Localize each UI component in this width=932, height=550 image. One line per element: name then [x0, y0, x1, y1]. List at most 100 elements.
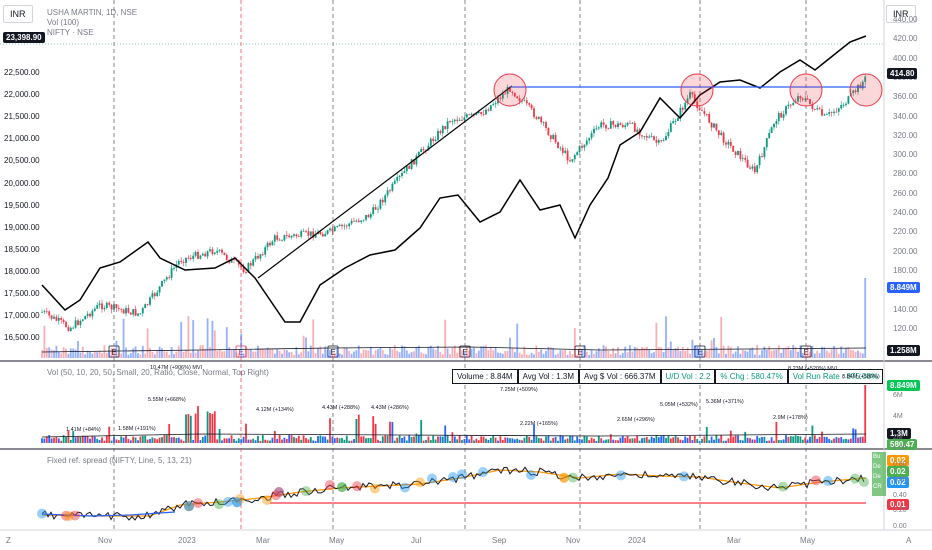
candle-body [557, 142, 559, 148]
volume-bar [259, 349, 262, 358]
candle-body [134, 309, 137, 316]
candle-body [588, 138, 591, 141]
volume-pane-bar [235, 440, 238, 443]
volume-pane-bar [465, 435, 468, 443]
candle-body [725, 142, 727, 145]
candle-body [511, 91, 514, 93]
candle-body [480, 111, 483, 115]
volume-pane-bar [847, 439, 850, 443]
candle-body [333, 226, 336, 232]
volume-bar [249, 349, 252, 358]
volume-bar [192, 320, 195, 358]
currency-selector-left[interactable]: INR [3, 5, 33, 23]
spread-dot [274, 487, 284, 498]
spread-dot [616, 470, 626, 481]
candle-body [739, 150, 742, 159]
volume-bar [825, 350, 828, 358]
volume-bar [537, 351, 540, 358]
volume-bar [665, 316, 667, 358]
volume-pane-bar [818, 436, 821, 443]
candle-body [828, 112, 831, 115]
candle-body [173, 268, 175, 269]
volume-pane-average [41, 433, 867, 438]
candle-body [405, 166, 408, 172]
spread-dot [478, 466, 488, 477]
volume-bar [792, 345, 795, 358]
volume-pane-bar [374, 423, 377, 443]
volume-bar [689, 353, 691, 358]
volume-bar [545, 351, 547, 358]
volume-bar [458, 346, 461, 358]
volume-bar [206, 318, 209, 358]
volume-pane-bar [108, 426, 111, 443]
volume-bar [117, 353, 120, 358]
candle-body [314, 234, 317, 238]
volume-pane-bar [129, 440, 132, 443]
volume-pane-bar [379, 440, 382, 443]
candle-body [115, 304, 118, 309]
volume-pane-bar [477, 440, 480, 443]
volume-bar [247, 349, 250, 358]
candle-body [374, 207, 377, 210]
volume-bar [492, 350, 495, 358]
candle-body [67, 327, 70, 331]
volume-pane-bar [283, 437, 286, 443]
volume-pane-bar [753, 439, 756, 443]
volume-pane-bar [489, 437, 492, 443]
volume-legend[interactable]: Vol (100) [47, 18, 80, 27]
volume-bar [463, 352, 466, 358]
timezone-button[interactable]: Z [6, 536, 11, 545]
spread-indicator-legend[interactable]: Fixed ref. spread (NIFTY, Line, 5, 13, 2… [47, 456, 192, 465]
volume-bar [72, 348, 75, 358]
volume-bar [823, 347, 826, 358]
candle-body [192, 255, 195, 259]
volume-bar [818, 353, 821, 358]
currency-selector-right[interactable]: INR [886, 5, 916, 23]
volume-pane-bar [797, 436, 799, 443]
compare-legend[interactable]: NIFTY · NSE [47, 28, 94, 37]
spread-dot [859, 476, 869, 487]
volume-bar [343, 347, 346, 358]
symbol-legend[interactable]: USHA MARTIN, 1D, NSE [47, 8, 138, 17]
volume-bar [461, 350, 463, 358]
candle-body [713, 123, 715, 128]
volume-pane-bar [401, 438, 403, 443]
volume-bar [201, 345, 204, 358]
volume-pane-bar [343, 439, 346, 443]
candle-body [300, 231, 303, 237]
auto-scale-button[interactable]: A [906, 536, 912, 545]
volume-bar [578, 347, 581, 358]
time-axis-label: Mar [727, 536, 741, 545]
volume-bar [389, 347, 391, 358]
volume-bar [228, 347, 231, 358]
volume-bar [331, 352, 334, 358]
volume-pane-bar [665, 437, 667, 443]
volume-bar [50, 349, 53, 358]
volume-annotation: 8.84M (+580%) [842, 374, 880, 380]
candle-body [581, 145, 583, 148]
volume-pane-bar [501, 439, 504, 443]
volume-pane-bar [679, 439, 682, 443]
volume-pane-bar [199, 440, 202, 443]
candle-body [120, 308, 123, 310]
volume-bar [312, 319, 315, 358]
volume-bar [427, 347, 430, 358]
right-axis-tick: 140.00 [893, 304, 918, 314]
volume-bar [451, 347, 454, 358]
volume-pane-bar [825, 436, 828, 443]
vol-indicator-legend[interactable]: Vol (50, 10, 20, 50, Small, 20, Ratio, C… [47, 368, 269, 377]
volume-bar [74, 349, 77, 358]
volume-pane-bar [542, 440, 545, 443]
volume-pane-bar [177, 437, 180, 443]
volume-bar [237, 353, 240, 358]
candle-body [660, 140, 663, 142]
candle-body [245, 272, 247, 273]
candle-body [722, 132, 725, 143]
spread-dot [271, 490, 281, 501]
volume-pane-bar [785, 435, 787, 443]
volume-bar [141, 345, 144, 358]
volume-bar [501, 353, 504, 358]
volume-pane-bar [101, 437, 103, 443]
spread-dot [61, 510, 71, 521]
